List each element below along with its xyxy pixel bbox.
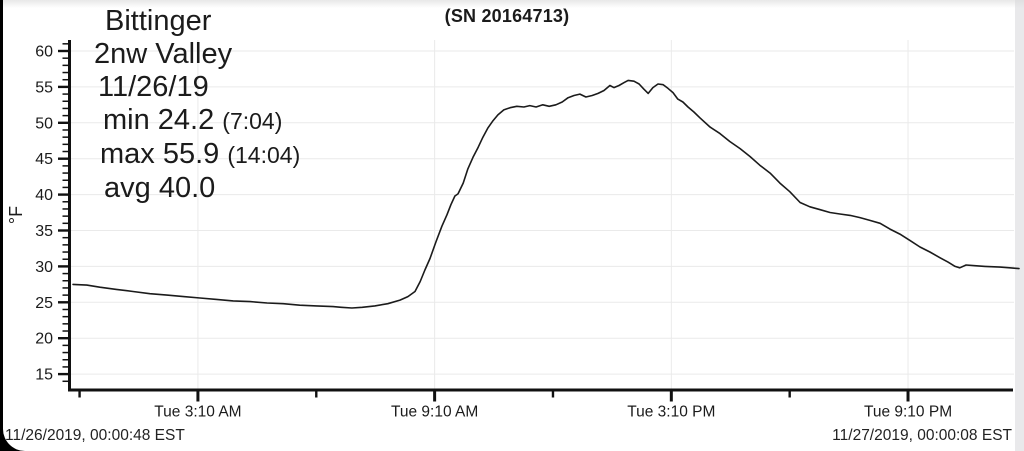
y-tick-label: 55 [35, 79, 53, 96]
y-tick-label: 45 [35, 151, 53, 168]
temperature-line [72, 79, 1020, 309]
stat-avg-value: avg 40.0 [104, 172, 216, 204]
station-info-block: Bittinger 2nw Valley 11/26/19 min 24.2 (… [92, 5, 300, 205]
top-shadow [3, 0, 1024, 8]
x-tick-label: Tue 3:10 PM [627, 404, 715, 421]
y-tick-label: 20 [35, 331, 53, 348]
chart-panel [3, 0, 1024, 451]
x-axis-line [68, 388, 1013, 392]
x-ticks [78, 391, 910, 402]
stat-avg: avg 40.0 [104, 172, 300, 205]
stat-min: min 24.2 (7:04) [103, 104, 300, 138]
y-tick-label: 30 [35, 259, 53, 276]
stat-min-value: min 24.2 [103, 104, 215, 136]
y-ticks [58, 43, 69, 383]
stat-max-value: max 55.9 [100, 138, 220, 170]
end-timestamp: 11/27/2019, 00:00:08 EST [832, 427, 1012, 444]
y-tick-labels: 15 20 25 30 35 40 45 50 55 60 [35, 44, 53, 384]
y-tick-label: 35 [35, 223, 53, 240]
y-axis-spine [68, 40, 71, 392]
start-timestamp: 11/26/2019, 00:00:48 EST [5, 427, 185, 444]
y-tick-label: 15 [35, 367, 53, 384]
y-axis-title: °F [6, 205, 26, 225]
x-tick-label: Tue 3:10 AM [154, 404, 241, 421]
axes [68, 40, 1013, 392]
y-tick-label: 60 [35, 44, 53, 61]
station-name: Bittinger [105, 5, 212, 37]
stat-max: max 55.9 (14:04) [100, 138, 300, 172]
x-tick-labels: Tue 3:10 AM Tue 9:10 AM Tue 3:10 PM Tue 9:1… [154, 404, 952, 421]
gridlines [70, 40, 1014, 389]
y-tick-label: 50 [35, 115, 53, 132]
chart-title: (SN 20164713) [444, 6, 570, 26]
x-tick-label: Tue 9:10 AM [391, 404, 478, 421]
y-tick-label: 25 [35, 295, 53, 312]
stat-max-time: (14:04) [227, 142, 301, 168]
station-location: 2nw Valley [94, 38, 233, 70]
x-tick-label: Tue 9:10 PM [864, 404, 952, 421]
stat-min-time: (7:04) [222, 108, 283, 134]
station-date: 11/26/19 [98, 71, 209, 103]
right-margin-strip [1015, 0, 1024, 451]
y-tick-label: 40 [35, 187, 53, 204]
